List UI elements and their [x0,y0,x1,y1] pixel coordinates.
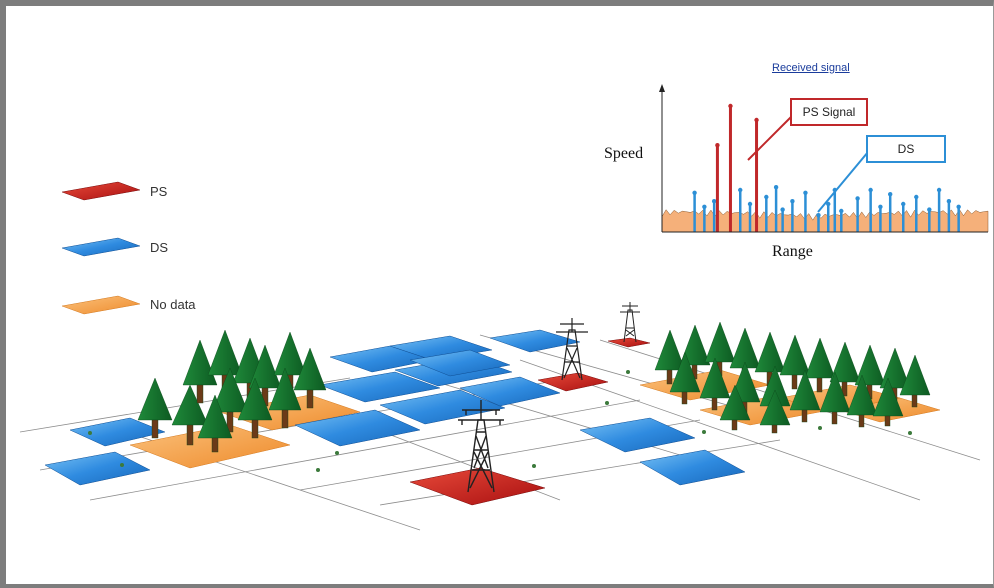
legend-label-nodata: No data [150,297,196,312]
ds-series [692,185,961,232]
ps-series [715,103,759,232]
ds-bar-tip [936,187,942,193]
ds-bar-tip [868,187,873,193]
ds-bar-tip [901,201,906,207]
right-forest [654,321,931,434]
x-axis-label: Range [772,243,813,260]
blue-tiles [44,329,746,486]
ds-bar-tip [839,208,844,214]
pylon-back [620,302,640,343]
ds-bar-tip [790,199,795,204]
signal-chart [659,84,989,233]
pylon-middle [556,318,588,381]
ds-bar-tip [888,192,893,197]
pylon-front [458,400,504,493]
ps-callout-line [747,115,793,161]
ds-bar-tip [711,199,717,204]
ps-bar-tip [754,117,759,123]
y-axis-label: Speed [604,145,644,162]
legend-swatch-ps [61,181,141,201]
ds-bar-tip [914,194,919,200]
left-forest [137,329,327,453]
ps-signal-callout: PS Signal [790,98,868,126]
ds-bar-tip [816,213,821,218]
ds-bar-tip [702,204,707,209]
ds-bar-tip [855,196,860,201]
ds-bar-tip [956,204,961,209]
ds-bar-tip [780,207,785,212]
ds-callout-line [817,151,869,213]
legend-label-ds: DS [150,240,169,255]
legend-label-ps: PS [150,184,168,199]
ds-bar-tip [692,190,697,195]
ps-bar-tip [728,103,733,109]
ds-bar-tip [803,190,808,195]
ds-bar-tip [946,199,952,204]
ds-bar-tip [773,185,779,190]
ds-bar-tip [927,207,932,212]
y-axis-arrow [659,84,665,92]
grid-markers [88,370,912,472]
ds-bar-tip [747,201,753,207]
legend-swatch-ds [61,237,141,257]
chart-title: Received signal [772,62,850,74]
legend-swatch-nodata [61,295,141,315]
ds-bar-tip [764,194,769,200]
ds-callout: DS [866,135,946,163]
ds-bar-tip [738,187,743,193]
ds-bar-tip [826,201,831,207]
ds-bar-tip [878,204,883,209]
ps-bar-tip [715,143,720,148]
red-tiles [409,337,651,506]
